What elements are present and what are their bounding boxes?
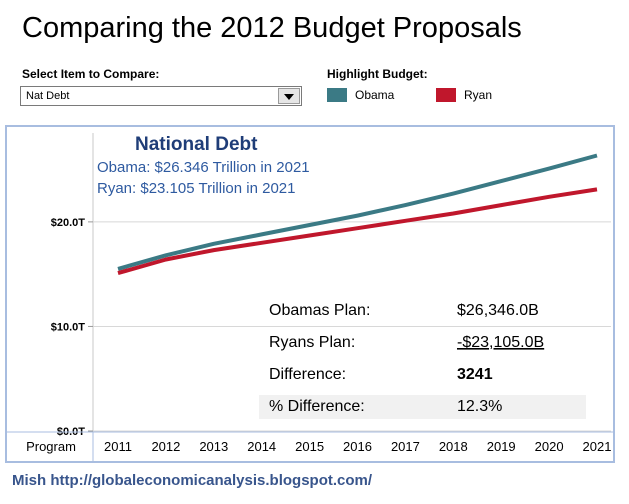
summary-label: % Difference:	[269, 398, 365, 415]
y-tick-label: $10.0T	[51, 321, 86, 333]
ryan-swatch	[436, 88, 456, 102]
highlight-label: Highlight Budget:	[327, 67, 428, 81]
y-tick-label: $20.0T	[51, 217, 86, 229]
chevron-down-icon	[284, 94, 294, 100]
compare-item-select[interactable]: Nat Debt	[20, 86, 302, 106]
x-tick-label: 2020	[535, 439, 564, 454]
x-tick-label: 2019	[487, 439, 516, 454]
legend-item-obama[interactable]: Obama	[327, 88, 394, 102]
plot-area	[93, 133, 611, 431]
x-tick-label: 2021	[583, 439, 612, 454]
x-tick-label: 2018	[439, 439, 468, 454]
summary-label: Ryans Plan:	[269, 334, 355, 351]
x-tick-label: 2015	[295, 439, 324, 454]
x-tick-label: 2014	[247, 439, 276, 454]
x-header-label: Program	[26, 439, 76, 454]
chart-frame: $0.0T $10.0T $20.0T National Debt Obama: $26…	[5, 125, 615, 463]
x-tick-label: 2012	[151, 439, 180, 454]
summary-label: Difference:	[269, 366, 346, 383]
summary-value: 12.3%	[457, 398, 502, 415]
dropdown-button[interactable]	[278, 88, 300, 104]
x-tick-label: 2011	[104, 439, 132, 454]
summary-value: 3241	[457, 366, 493, 383]
compare-item-value: Nat Debt	[26, 90, 70, 102]
source-credit: Mish http://globaleconomicanalysis.blogs…	[12, 472, 373, 489]
x-tick-label: 2016	[343, 439, 372, 454]
summary-label: Obamas Plan:	[269, 302, 370, 319]
summary-value: $26,346.0B	[457, 302, 539, 319]
x-tick-label: 2017	[391, 439, 420, 454]
chart-subtitle-line: Obama: $26.346 Trillion in 2021	[97, 159, 310, 176]
chart-title: National Debt	[135, 134, 258, 155]
series-line-obama	[117, 153, 598, 271]
chart-subtitle-line: Ryan: $23.105 Trillion in 2021	[97, 180, 295, 197]
x-tick-label: 2013	[199, 439, 228, 454]
legend-label-obama: Obama	[355, 88, 395, 102]
summary-value: -$23,105.0B	[457, 334, 544, 351]
obama-swatch	[327, 88, 347, 102]
page-title: Comparing the 2012 Budget Proposals	[22, 12, 522, 44]
summary-highlight	[259, 395, 586, 419]
select-label: Select Item to Compare:	[22, 67, 160, 81]
legend-label-ryan: Ryan	[464, 88, 493, 102]
series-line-ryan	[117, 187, 598, 276]
legend-item-ryan[interactable]: Ryan	[436, 88, 492, 102]
